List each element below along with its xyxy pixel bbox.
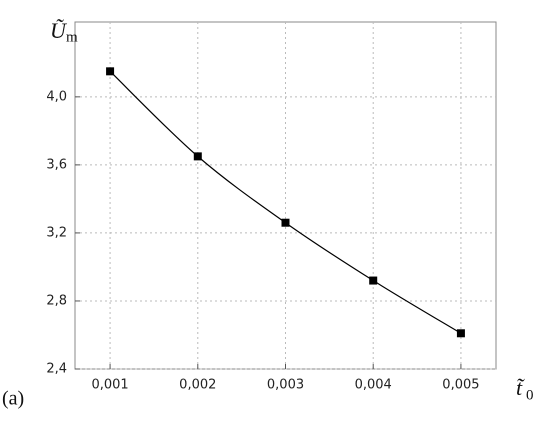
x-tick-label: 0,005 <box>442 378 479 393</box>
y-tick-label: 2,4 <box>46 362 67 377</box>
y-axis-label-sub: m <box>66 29 78 45</box>
data-point <box>369 276 378 285</box>
x-tick-label: 0,002 <box>179 378 216 393</box>
plot-frame <box>74 21 497 370</box>
data-point <box>456 329 465 338</box>
data-point <box>193 152 202 161</box>
x-tick-label: 0,004 <box>355 378 392 393</box>
panel-label: (a) <box>2 388 24 410</box>
data-point <box>106 67 115 76</box>
x-axis-label: t̃ <box>516 375 525 400</box>
data-point <box>281 218 290 227</box>
y-tick-label: 3,2 <box>46 225 67 240</box>
y-tick-label: 2,8 <box>46 293 67 308</box>
y-tick-label: 3,6 <box>46 157 67 172</box>
x-tick-label: 0,001 <box>91 378 128 393</box>
x-axis-label-sub: 0 <box>526 387 534 403</box>
y-tick-label: 4,0 <box>46 89 67 104</box>
x-tick-label: 0,003 <box>267 378 304 393</box>
y-axis-label: Ũ <box>50 18 68 43</box>
